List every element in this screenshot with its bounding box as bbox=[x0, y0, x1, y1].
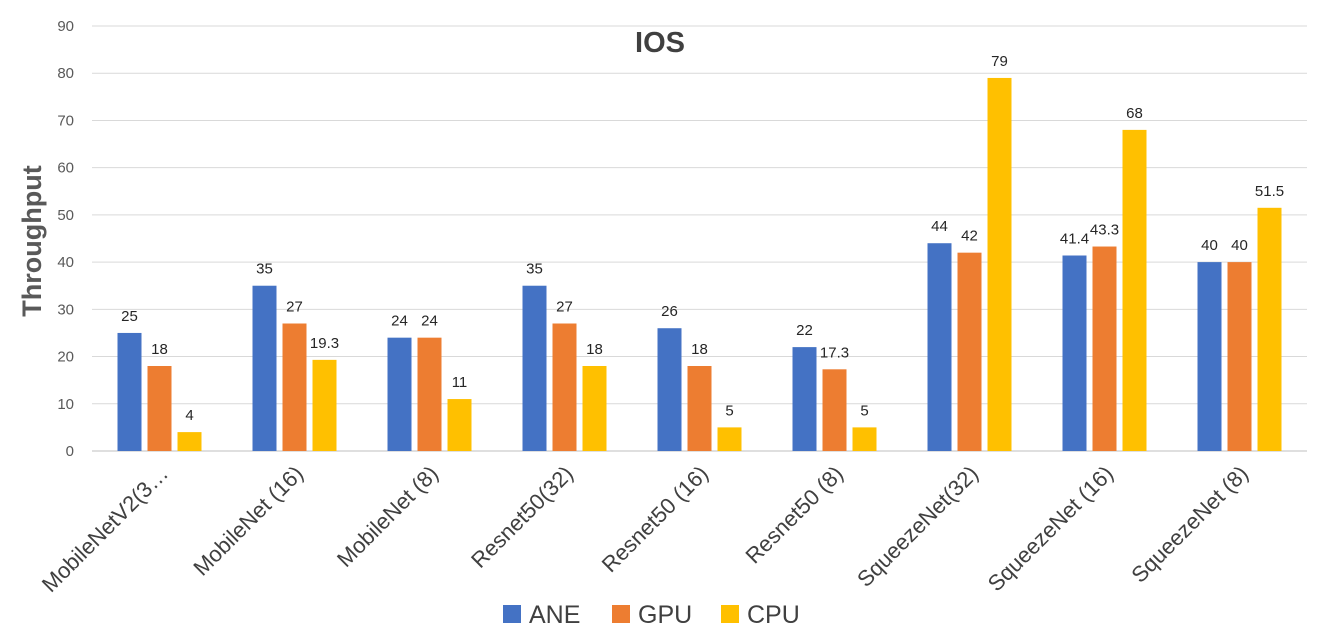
data-label: 43.3 bbox=[1090, 222, 1119, 239]
x-tick-label: SqueezeNet (16) bbox=[983, 461, 1118, 596]
data-label: 19.3 bbox=[310, 335, 339, 352]
bar-ane bbox=[1197, 262, 1222, 451]
legend-label-gpu: GPU bbox=[638, 601, 692, 629]
data-label: 40 bbox=[1201, 237, 1218, 254]
data-label: 35 bbox=[526, 261, 543, 278]
bar-cpu bbox=[312, 359, 337, 451]
y-tick-label: 20 bbox=[57, 349, 74, 366]
y-tick-label: 80 bbox=[57, 65, 74, 82]
y-axis-label: Throughput bbox=[17, 165, 47, 316]
data-label: 18 bbox=[151, 341, 168, 358]
data-label: 42 bbox=[961, 228, 978, 245]
x-tick-label: MobileNet (8) bbox=[332, 461, 443, 572]
y-tick-label: 90 bbox=[57, 18, 74, 35]
bar-gpu bbox=[957, 252, 982, 451]
data-label: 18 bbox=[691, 341, 708, 358]
bar-cpu bbox=[852, 427, 877, 451]
y-tick-label: 0 bbox=[66, 443, 74, 460]
bar-gpu bbox=[687, 366, 712, 451]
data-label: 68 bbox=[1126, 105, 1143, 122]
data-label: 25 bbox=[121, 308, 138, 325]
bar-ane bbox=[1062, 255, 1087, 451]
legend-swatch-ane bbox=[503, 605, 521, 623]
bar-ane bbox=[387, 337, 412, 451]
x-tick-label: Resnet50 (8) bbox=[740, 461, 848, 569]
bar-gpu bbox=[417, 337, 442, 451]
data-label: 18 bbox=[586, 341, 603, 358]
data-label: 24 bbox=[421, 313, 438, 330]
chart-title: IOS bbox=[635, 27, 685, 59]
y-tick-label: 50 bbox=[57, 207, 74, 224]
x-tick-label: Resnet50(32) bbox=[466, 461, 578, 573]
bar-gpu bbox=[1227, 262, 1252, 451]
y-axis-ticks: 0 10 20 30 40 50 60 70 80 90 bbox=[57, 18, 74, 460]
bar-gpu bbox=[822, 369, 847, 451]
data-label: 11 bbox=[452, 374, 468, 391]
data-label: 5 bbox=[725, 402, 733, 419]
bar-gpu bbox=[147, 366, 172, 451]
data-labels: 25 18 4 35 27 19.3 24 24 11 35 27 18 26 18 5 22 17.3 5 44 4… bbox=[121, 53, 1284, 424]
bar-cpu bbox=[987, 77, 1012, 451]
bar-ane bbox=[252, 285, 277, 451]
legend-label-cpu: CPU bbox=[747, 601, 800, 629]
data-label: 26 bbox=[661, 303, 678, 320]
legend-swatch-cpu bbox=[721, 605, 739, 623]
bar-gpu bbox=[552, 323, 577, 451]
x-tick-label: MobileNet (16) bbox=[188, 461, 308, 581]
legend-swatch-gpu bbox=[612, 605, 630, 623]
bar-cpu bbox=[717, 427, 742, 451]
y-tick-label: 40 bbox=[57, 254, 74, 271]
legend: ANE GPU CPU bbox=[503, 601, 800, 629]
x-tick-label: SqueezeNet(32) bbox=[852, 461, 983, 592]
data-label: 35 bbox=[256, 261, 273, 278]
data-label: 22 bbox=[796, 322, 813, 339]
bar-cpu bbox=[582, 366, 607, 451]
data-label: 5 bbox=[860, 402, 868, 419]
data-label: 41.4 bbox=[1060, 231, 1089, 248]
data-label: 27 bbox=[286, 299, 303, 316]
bar-ane bbox=[117, 332, 142, 451]
y-tick-label: 10 bbox=[57, 396, 74, 413]
bar-ane bbox=[927, 243, 952, 451]
y-tick-label: 70 bbox=[57, 112, 74, 129]
bar-cpu bbox=[447, 399, 472, 451]
bar-ane bbox=[792, 347, 817, 451]
data-label: 51.5 bbox=[1255, 183, 1284, 200]
data-label: 79 bbox=[991, 53, 1008, 70]
x-tick-label: Resnet50 (16) bbox=[597, 461, 713, 577]
x-tick-label: MobileNetV2(3… bbox=[37, 461, 173, 597]
bar-ane bbox=[657, 328, 682, 451]
bar-cpu bbox=[1122, 129, 1147, 451]
bar-gpu bbox=[282, 323, 307, 451]
data-label: 4 bbox=[185, 407, 193, 424]
y-tick-label: 60 bbox=[57, 160, 74, 177]
y-tick-label: 30 bbox=[57, 301, 74, 318]
data-label: 17.3 bbox=[820, 344, 849, 361]
x-axis-ticks: MobileNetV2(3… MobileNet (16) MobileNet (8… bbox=[37, 461, 1253, 597]
x-tick-label: SqueezeNet (8) bbox=[1126, 461, 1253, 588]
bar-gpu bbox=[1092, 246, 1117, 451]
bars bbox=[117, 77, 1282, 451]
bar-ane bbox=[522, 285, 547, 451]
data-label: 44 bbox=[931, 218, 948, 235]
data-label: 24 bbox=[391, 313, 408, 330]
bar-cpu bbox=[177, 432, 202, 451]
data-label: 27 bbox=[556, 299, 573, 316]
bar-cpu bbox=[1257, 207, 1282, 451]
legend-label-ane: ANE bbox=[529, 601, 580, 629]
data-label: 40 bbox=[1231, 237, 1248, 254]
